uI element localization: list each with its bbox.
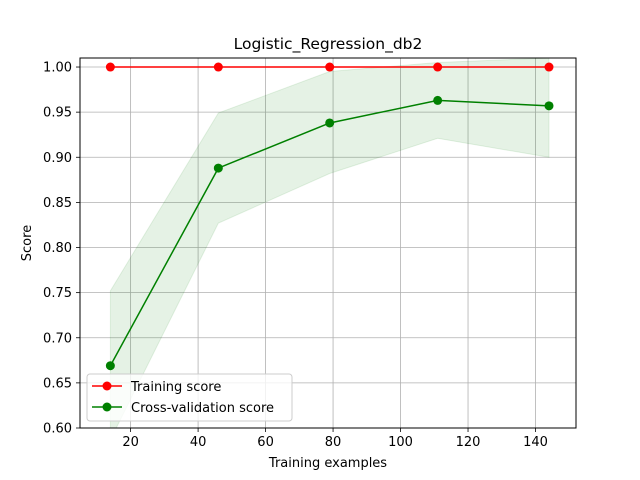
y-tick-label: 0.75 [43, 286, 72, 301]
y-tick-label: 1.00 [43, 61, 72, 76]
legend-item-training: Training score [92, 380, 221, 395]
legend-marker-cross-validation [102, 402, 112, 412]
chart-title: Logistic_Regression_db2 [234, 35, 423, 54]
x-tick-label: 80 [325, 435, 342, 450]
y-tick-label: 0.60 [43, 422, 72, 437]
data-point-cross-validation-score [325, 118, 335, 128]
x-tick-label: 120 [456, 435, 481, 450]
legend-item-cross-validation: Cross-validation score [92, 401, 274, 416]
x-tick-label: 140 [523, 435, 548, 450]
data-point-training-score [213, 62, 223, 72]
legend-label-training: Training score [130, 380, 221, 395]
y-tick-label: 0.95 [43, 106, 72, 121]
axis-ticks: 20 40 60 80 100 120 140 0.60 0.65 0.70 0.75 0.80 0.8… [43, 61, 548, 450]
band-cross-validation-score [109, 58, 550, 428]
x-tick-label: 60 [257, 435, 274, 450]
data-point-cross-validation-score [213, 163, 223, 173]
y-axis-label: Score [20, 225, 35, 261]
data-point-training-score [544, 62, 554, 72]
data-point-cross-validation-score [433, 95, 443, 105]
legend-box [86, 373, 293, 422]
y-tick-label: 0.80 [43, 241, 72, 256]
legend-label-cross-validation: Cross-validation score [131, 401, 274, 416]
data-point-training-score [325, 62, 335, 72]
data-point-cross-validation-score [544, 101, 554, 111]
plot-frame [79, 57, 577, 429]
data-point-training-score [105, 62, 115, 72]
series-lines [105, 62, 554, 371]
legend: Training score Cross-validation score [86, 373, 293, 422]
x-tick-label: 100 [388, 435, 413, 450]
data-point-training-score [433, 62, 443, 72]
y-tick-label: 0.90 [43, 151, 72, 166]
y-tick-label: 0.85 [43, 196, 72, 211]
legend-marker-training [102, 381, 112, 391]
y-tick-label: 0.70 [43, 331, 72, 346]
x-axis-label: Training examples [268, 456, 387, 471]
x-tick-label: 40 [190, 435, 207, 450]
data-point-cross-validation-score [105, 361, 115, 371]
x-tick-label: 20 [122, 435, 139, 450]
y-tick-label: 0.65 [43, 376, 72, 391]
grid-lines [80, 58, 576, 429]
